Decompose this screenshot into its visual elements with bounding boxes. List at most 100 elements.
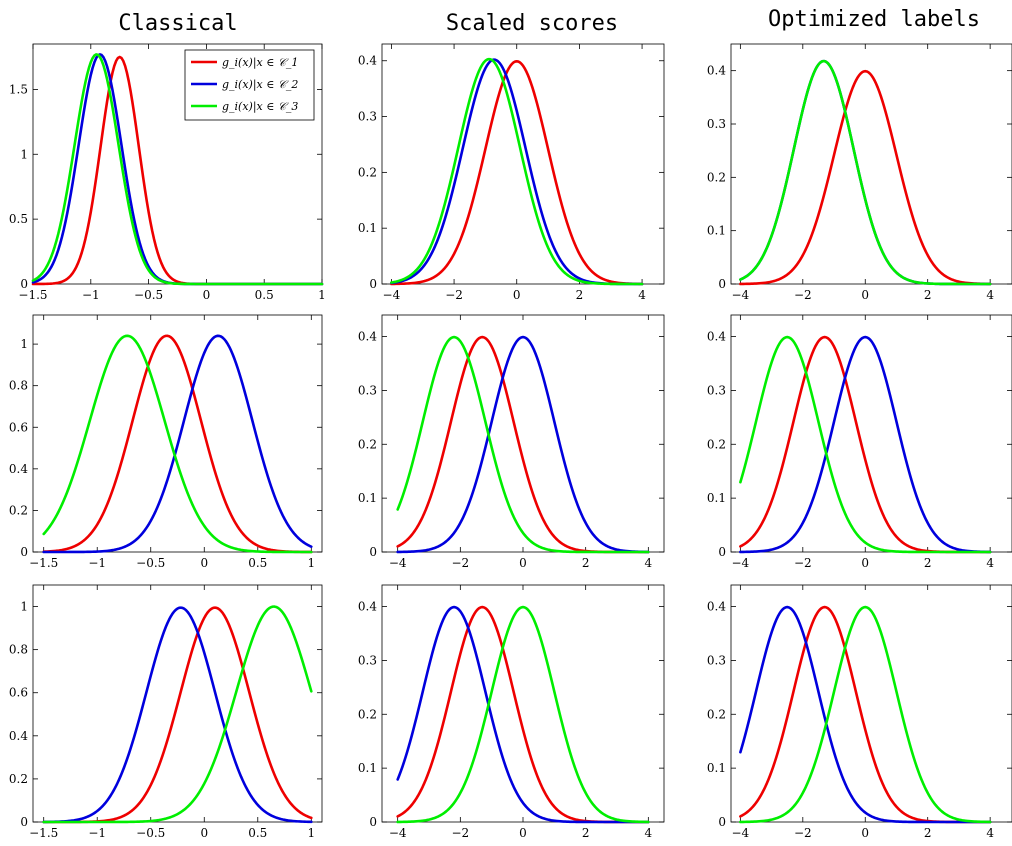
y-tick-label: 0.3 xyxy=(707,117,726,131)
x-tick-label: −1 xyxy=(88,556,106,570)
x-tick-label: 0 xyxy=(861,288,869,302)
plot-frame xyxy=(32,314,323,553)
panels-grid: −1.5 −1 −0.5 0 0.5 1 0 0.5 1 1.5 −4 −2 0 2 4 0 0.1 0.2 0.3… xyxy=(9,43,1012,840)
x-tick-label: 4 xyxy=(986,826,994,840)
panel-1-2: −4 −2 0 2 4 0 0.1 0.2 0.3 0.4 xyxy=(707,314,1012,570)
y-tick-label: 0.2 xyxy=(707,707,726,721)
column-title-classical: Classical xyxy=(118,11,237,36)
y-tick-label: 0.2 xyxy=(707,170,726,184)
x-tick-label: 4 xyxy=(645,556,653,570)
series-s2-curve xyxy=(739,59,992,286)
y-tick-label: 0.2 xyxy=(707,437,726,451)
y-tick-label: 1.5 xyxy=(9,82,28,96)
x-tick-label: −2 xyxy=(794,288,812,302)
x-tick-label: 2 xyxy=(582,826,590,840)
y-tick-label: 0.4 xyxy=(707,600,726,614)
series-s3-curve xyxy=(31,53,324,286)
y-tick-label: 0 xyxy=(369,545,377,559)
y-tick-label: 0.6 xyxy=(9,420,28,434)
y-tick-label: 0.8 xyxy=(9,643,28,657)
plot-frame xyxy=(730,43,1012,285)
plot-frame xyxy=(381,43,665,285)
x-tick-label: −4 xyxy=(389,826,407,840)
panel-2-1: −4 −2 0 2 4 0 0.1 0.2 0.3 0.4 xyxy=(358,584,665,840)
y-tick-label: 0 xyxy=(20,545,28,559)
y-tick-label: 0 xyxy=(718,545,726,559)
series-s3-curve xyxy=(396,335,650,554)
series-s2-curve xyxy=(42,334,313,554)
series-s2-curve xyxy=(739,335,992,554)
series-s3-curve xyxy=(396,605,650,824)
x-tick-label: 1 xyxy=(307,826,315,840)
y-tick-label: 1 xyxy=(20,600,28,614)
y-tick-label: 0.3 xyxy=(358,110,377,124)
y-tick-label: 0.4 xyxy=(358,54,377,68)
y-tick-label: 0.1 xyxy=(707,491,726,505)
x-tick-label: 4 xyxy=(645,826,653,840)
panel-2-0: −1.5 −1 −0.5 0 0.5 1 0 0.2 0.4 0.6 0.8 1 xyxy=(9,584,323,840)
legend: g_i(x)|x ∈ 𝒞_1 g_i(x)|x ∈ 𝒞_2 g_i(x)|x ∈… xyxy=(184,49,315,121)
series-s1-curve xyxy=(739,335,992,554)
series-s3-curve xyxy=(390,57,644,286)
x-tick-label: 0 xyxy=(200,826,208,840)
y-tick-label: 0.3 xyxy=(358,653,377,667)
series-s3-curve xyxy=(739,335,992,554)
y-tick-label: 0.1 xyxy=(358,491,377,505)
y-tick-label: 0.6 xyxy=(9,686,28,700)
x-tick-label: 1 xyxy=(307,556,315,570)
series-s2-curve xyxy=(739,605,992,824)
y-tick-label: 0.8 xyxy=(9,379,28,393)
legend-label-c3: g_i(x)|x ∈ 𝒞_3 xyxy=(222,100,298,114)
x-tick-label: 0 xyxy=(200,556,208,570)
panel-1-1: −4 −2 0 2 4 0 0.1 0.2 0.3 0.4 xyxy=(358,314,665,570)
y-tick-label: 0.4 xyxy=(9,462,28,476)
x-tick-label: 1 xyxy=(318,288,326,302)
series-s3-curve xyxy=(42,334,313,554)
x-tick-label: −4 xyxy=(732,288,750,302)
series-s3-curve xyxy=(739,605,992,824)
y-tick-label: 0.2 xyxy=(358,707,377,721)
panel-2-2: −4 −2 0 2 4 0 0.1 0.2 0.3 0.4 xyxy=(707,584,1012,840)
x-tick-label: −0.5 xyxy=(134,288,163,302)
column-title-scaled-scores: Scaled scores xyxy=(446,11,618,36)
x-tick-label: −2 xyxy=(451,826,469,840)
x-tick-label: 0 xyxy=(861,826,869,840)
series-s1-curve xyxy=(739,69,992,286)
y-tick-label: 0.5 xyxy=(9,212,28,226)
column-title-optimized-labels: Optimized labels xyxy=(768,7,980,32)
x-tick-label: 0 xyxy=(513,288,521,302)
panel-0-0: −1.5 −1 −0.5 0 0.5 1 0 0.5 1 1.5 xyxy=(9,43,326,302)
y-tick-label: 0.1 xyxy=(707,224,726,238)
series-s2-curve xyxy=(42,606,313,824)
x-tick-label: −2 xyxy=(794,556,812,570)
x-tick-label: 0.5 xyxy=(255,288,274,302)
y-tick-label: 0.1 xyxy=(358,761,377,775)
legend-label-c2: g_i(x)|x ∈ 𝒞_2 xyxy=(222,78,298,92)
panel-0-2: −4 −2 0 2 4 0 0.1 0.2 0.3 0.4 xyxy=(707,43,1012,302)
x-tick-label: 0 xyxy=(519,556,527,570)
x-tick-label: −0.5 xyxy=(136,556,165,570)
plot-frame xyxy=(381,314,665,553)
x-tick-label: 0.5 xyxy=(248,556,267,570)
y-tick-label: 0.4 xyxy=(9,729,28,743)
y-tick-label: 0 xyxy=(20,815,28,829)
y-tick-label: 0 xyxy=(718,815,726,829)
y-tick-label: 0.3 xyxy=(707,383,726,397)
plot-frame xyxy=(381,584,665,823)
x-tick-label: 4 xyxy=(986,556,994,570)
y-tick-label: 0.2 xyxy=(9,503,28,517)
y-tick-label: 0.2 xyxy=(9,772,28,786)
x-tick-label: −2 xyxy=(451,556,469,570)
x-tick-label: 4 xyxy=(638,288,646,302)
y-tick-label: 0.4 xyxy=(358,330,377,344)
x-tick-label: 2 xyxy=(924,288,932,302)
y-tick-label: 0.4 xyxy=(358,600,377,614)
x-tick-label: −1.5 xyxy=(18,288,47,302)
y-tick-label: 1 xyxy=(20,337,28,351)
y-tick-label: 0.3 xyxy=(707,653,726,667)
x-tick-label: 0 xyxy=(519,826,527,840)
x-tick-label: −2 xyxy=(445,288,463,302)
x-tick-label: 0.5 xyxy=(248,826,267,840)
x-tick-label: −4 xyxy=(732,826,750,840)
x-tick-label: −2 xyxy=(794,826,812,840)
